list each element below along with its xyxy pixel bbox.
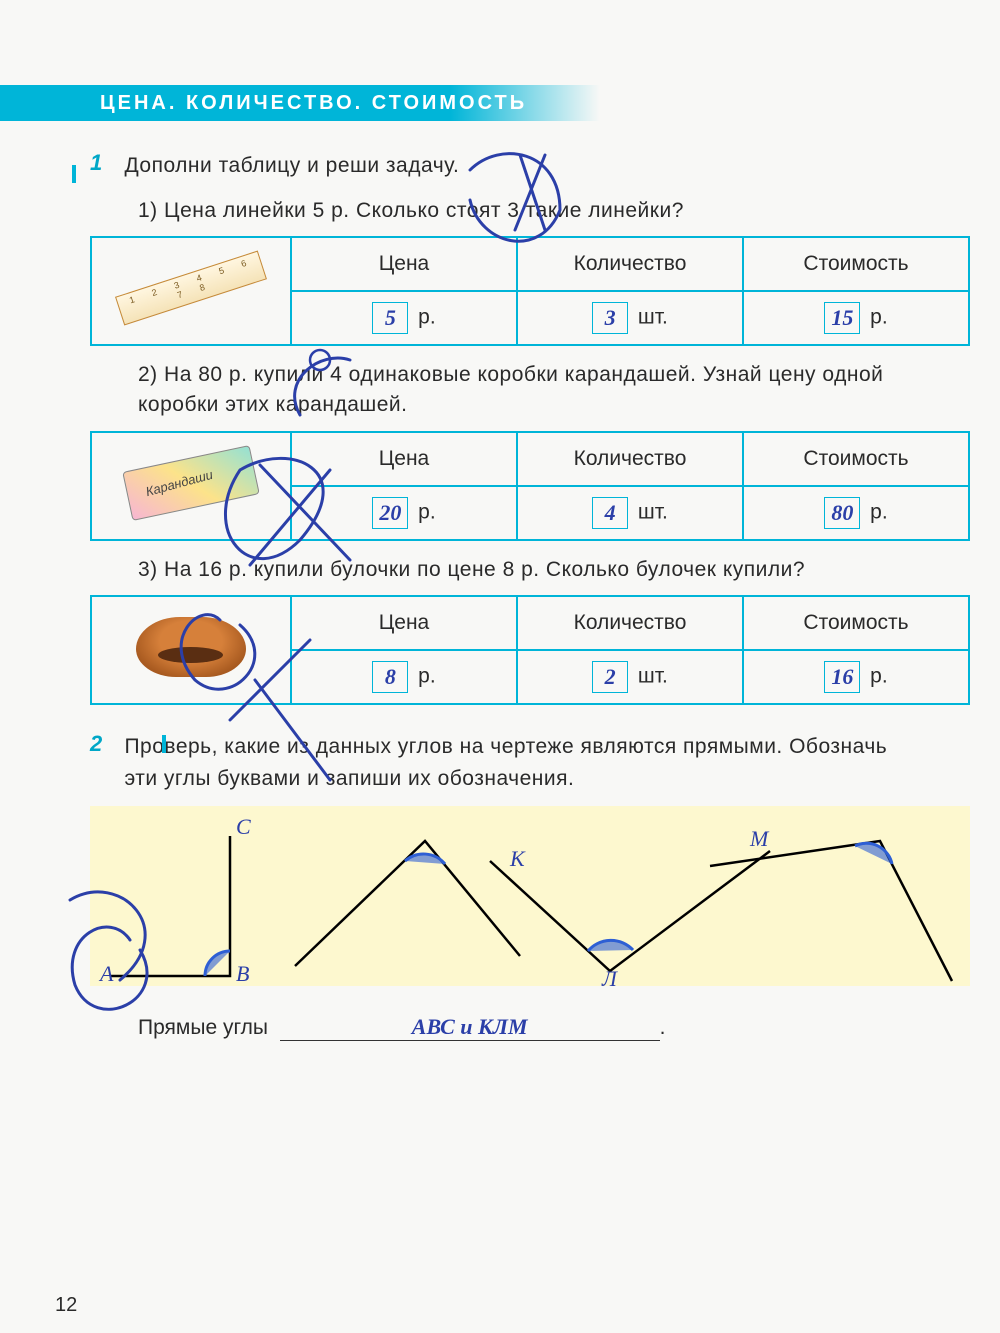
price-value[interactable]: 8 [372,661,408,693]
exercise-2-prompt: Проверь, какие из данных углов на чертеж… [124,731,924,794]
decor-accent [72,165,76,183]
angles-diagram: A B C К Л М [90,806,970,986]
label-C: C [236,814,251,840]
qty-value[interactable]: 3 [592,302,628,334]
col-qty: Количество [517,237,743,291]
col-cost: Стоимость [743,237,969,291]
ruler-image-cell [91,237,291,345]
answer-value[interactable]: АВС и КЛМ [280,1014,660,1041]
page-number: 12 [55,1294,77,1317]
label-A: A [100,961,113,987]
col-price: Цена [291,237,517,291]
label-K: К [510,846,525,872]
qty-value[interactable]: 2 [592,661,628,693]
price-value[interactable]: 5 [372,302,408,334]
cost-value[interactable]: 80 [824,497,860,529]
section-title: ЦЕНА. КОЛИЧЕСТВО. СТОИМОСТЬ [100,92,527,115]
section-header: ЦЕНА. КОЛИЧЕСТВО. СТОИМОСТЬ [0,85,1000,121]
answer-label: Прямые углы [138,1016,268,1039]
decor-accent [162,735,166,753]
exercise-1-prompt: Дополни таблицу и реши задачу. [124,150,924,182]
exercise-number-1: 1 [90,150,120,176]
cost-value[interactable]: 15 [824,302,860,334]
pencilbox-image-cell [91,432,291,540]
table-1: Цена Количество Стоимость 5 р. 3 шт. 15 … [90,236,970,346]
exercise-number-2: 2 [90,731,120,757]
part-2-text: 2) На 80 р. купили 4 одинаковые коробки … [138,360,960,421]
table-3: Цена Количество Стоимость 8 р. 2 шт. 16 … [90,595,970,705]
price-value[interactable]: 20 [372,497,408,529]
label-L: Л [602,966,617,992]
cost-value[interactable]: 16 [824,661,860,693]
part-3-text: 3) На 16 р. купили булочки по цене 8 р. … [138,555,960,585]
pencil-box-icon [122,445,260,521]
answer-row: Прямые углы АВС и КЛМ. [138,1014,960,1041]
bun-image-cell [91,596,291,704]
label-M: М [750,826,768,852]
bun-icon [136,617,246,677]
qty-value[interactable]: 4 [592,497,628,529]
angles-svg [90,806,970,986]
label-B: B [236,961,249,987]
part-1-text: 1) Цена линейки 5 р. Сколько стоят 3 так… [138,196,960,226]
ruler-icon [115,250,267,325]
table-2: Цена Количество Стоимость 20 р. 4 шт. 80… [90,431,970,541]
